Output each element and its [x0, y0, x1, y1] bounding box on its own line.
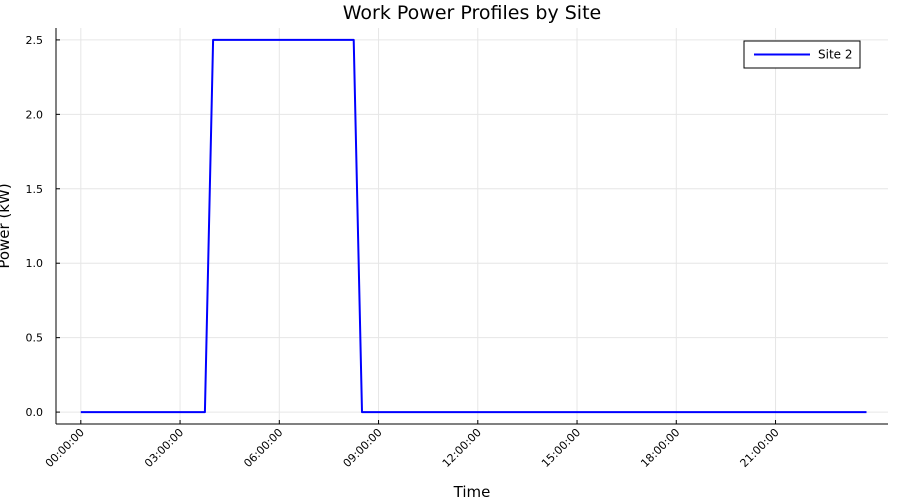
y-tick-label: 0.0: [26, 406, 44, 419]
x-tick-label: 15:00:00: [539, 426, 583, 470]
y-axis-ticks: 0.0 0.5 1.0 1.5 2.0 2.5: [26, 34, 60, 419]
y-tick-label: 2.0: [26, 108, 44, 121]
series-line-1: [80, 38, 867, 414]
x-tick-label: 06:00:00: [241, 426, 285, 470]
series-lines: [80, 38, 867, 414]
grid: [56, 28, 888, 424]
x-tick-label: 21:00:00: [738, 426, 782, 470]
x-axis-ticks: 00:00:00 03:00:00 06:00:00 09:00:00 12:00:00…: [43, 420, 782, 470]
x-tick-label: 12:00:00: [440, 426, 484, 470]
legend-series-label: Site 2: [818, 48, 853, 62]
legend: Site 2: [743, 40, 861, 69]
y-axis-title: Power (kW): [0, 183, 13, 268]
x-tick-label: 00:00:00: [43, 426, 87, 470]
x-tick-label: 09:00:00: [341, 426, 385, 470]
y-tick-label: 1.0: [26, 257, 44, 270]
chart-title: Work Power Profiles by Site: [343, 2, 601, 24]
y-tick-label: 1.5: [26, 183, 44, 196]
x-axis-title: Time: [453, 483, 491, 500]
axes: [55, 28, 888, 425]
y-tick-label: 0.5: [26, 332, 44, 345]
x-tick-label: 18:00:00: [638, 426, 682, 470]
x-tick-label: 03:00:00: [142, 426, 186, 470]
y-tick-label: 2.5: [26, 34, 44, 47]
